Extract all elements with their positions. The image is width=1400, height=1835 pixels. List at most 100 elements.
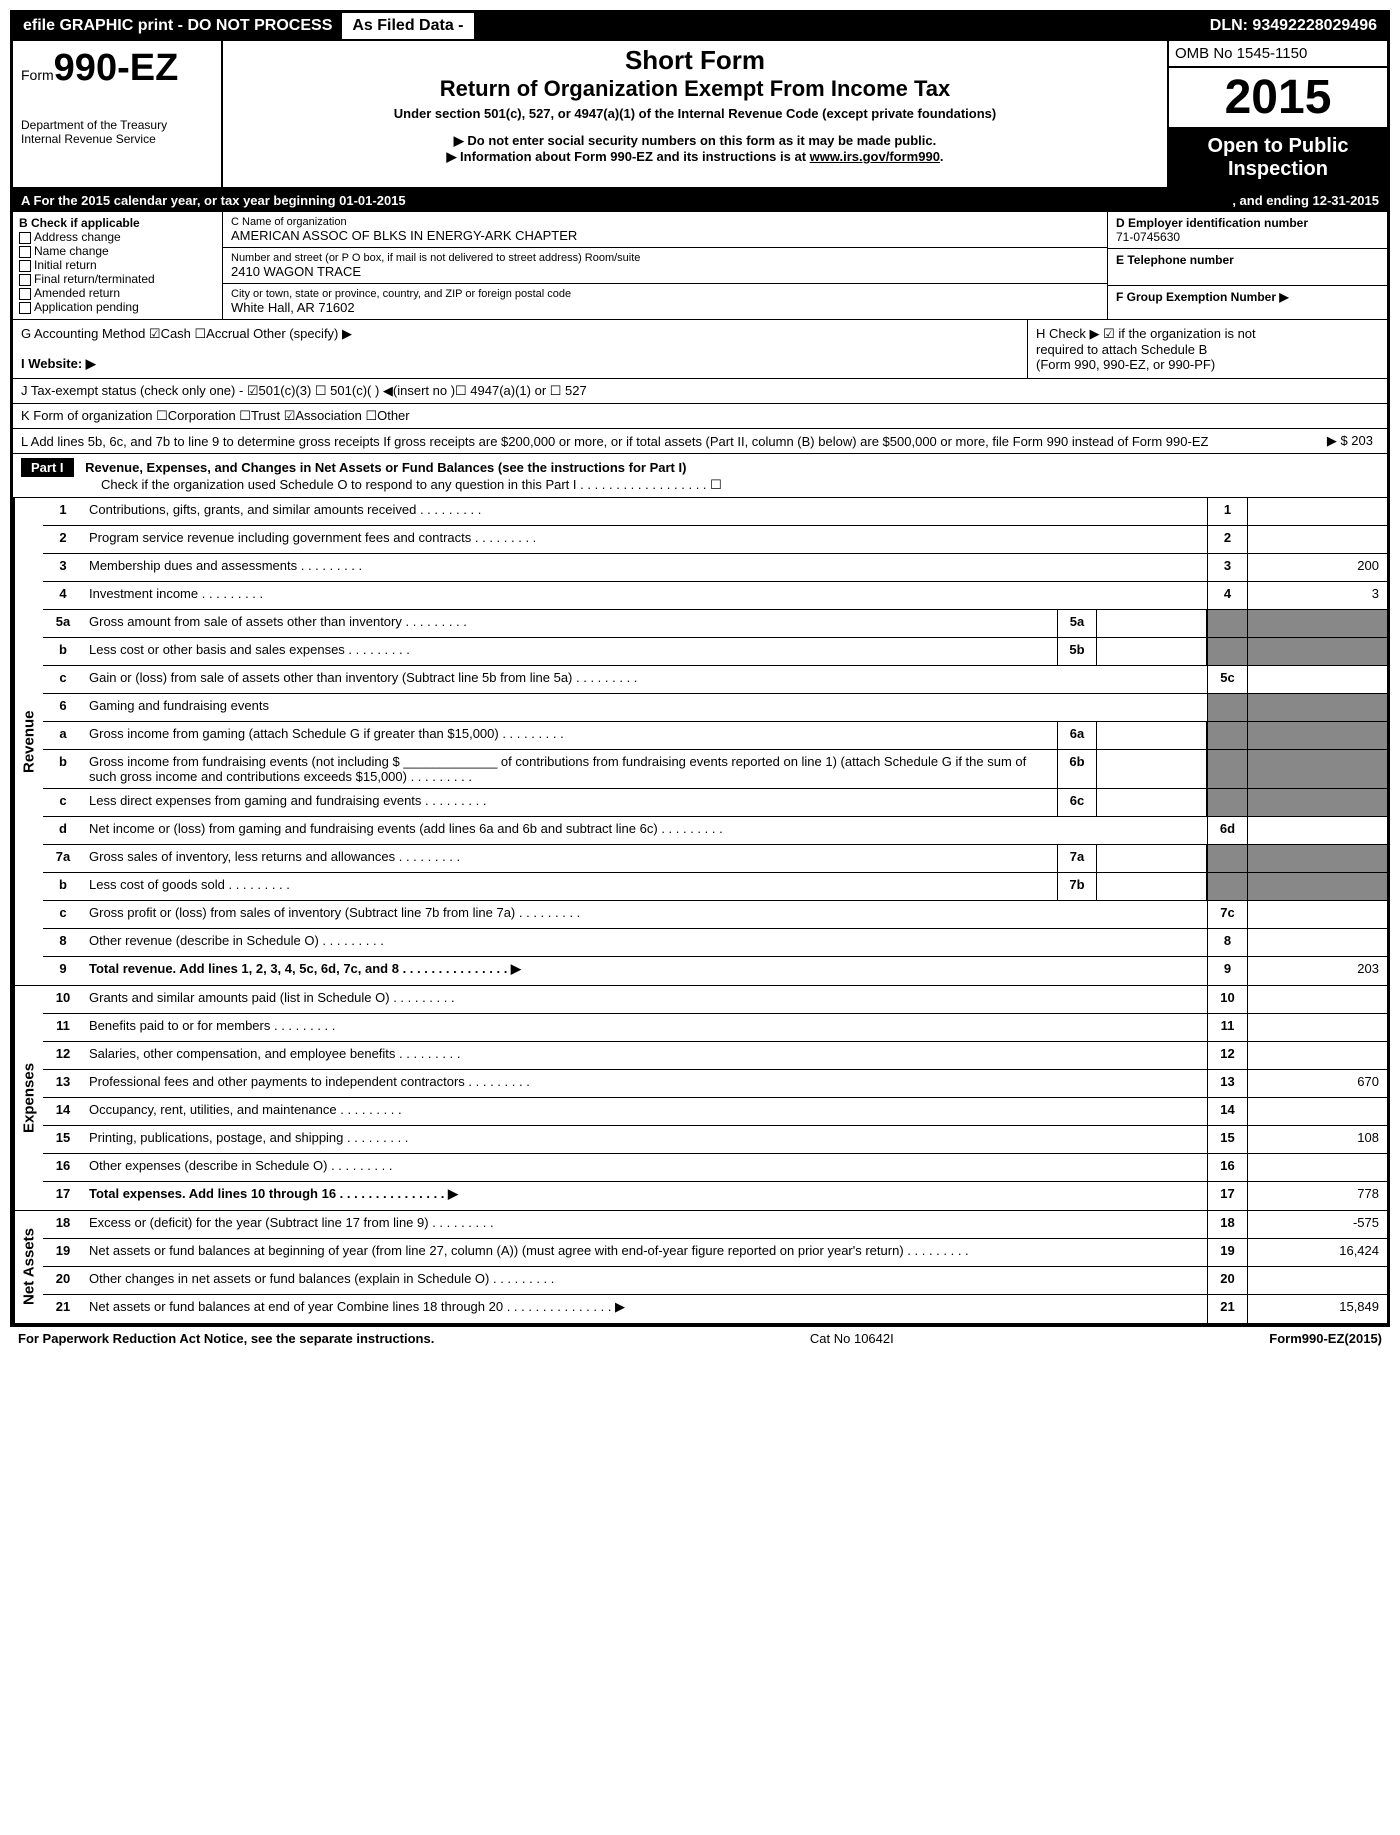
- value-21: 15,849: [1247, 1295, 1387, 1323]
- value-10: [1247, 986, 1387, 1013]
- side-label: Net Assets: [13, 1211, 43, 1323]
- line-7a: 7aGross sales of inventory, less returns…: [43, 845, 1387, 873]
- value-7c: [1247, 901, 1387, 928]
- form-number: Form990-EZ: [21, 47, 213, 90]
- value-1: [1247, 498, 1387, 525]
- line-d: dNet income or (loss) from gaming and fu…: [43, 817, 1387, 845]
- line-a: aGross income from gaming (attach Schedu…: [43, 722, 1387, 750]
- footer: For Paperwork Reduction Act Notice, see …: [10, 1327, 1390, 1350]
- check-name[interactable]: Name change: [19, 244, 216, 258]
- line-1: 1Contributions, gifts, grants, and simil…: [43, 498, 1387, 526]
- group-exemption: F Group Exemption Number ▶: [1116, 290, 1379, 304]
- header-title: Short Form Return of Organization Exempt…: [223, 41, 1167, 187]
- part-i-header: Part I Revenue, Expenses, and Changes in…: [13, 454, 1387, 498]
- line-15: 15Printing, publications, postage, and s…: [43, 1126, 1387, 1154]
- tel-label: E Telephone number: [1116, 253, 1379, 267]
- section-revenue: Revenue1Contributions, gifts, grants, an…: [13, 498, 1387, 986]
- asfiled-label: As Filed Data -: [342, 13, 473, 39]
- value-13: 670: [1247, 1070, 1387, 1097]
- header: Form990-EZ Department of the Treasury In…: [13, 41, 1387, 189]
- value-5a: [1247, 610, 1387, 637]
- value-3: 200: [1247, 554, 1387, 581]
- org-address: 2410 WAGON TRACE: [231, 264, 1099, 279]
- sections: Revenue1Contributions, gifts, grants, an…: [13, 498, 1387, 1324]
- value-5b: [1247, 638, 1387, 665]
- header-left: Form990-EZ Department of the Treasury In…: [13, 41, 223, 187]
- line-c: cGross profit or (loss) from sales of in…: [43, 901, 1387, 929]
- gi-col: G Accounting Method ☑Cash ☐Accrual Other…: [13, 320, 1027, 378]
- check-final[interactable]: Final return/terminated: [19, 272, 216, 286]
- org-city: White Hall, AR 71602: [231, 300, 1099, 315]
- side-label: Expenses: [13, 986, 43, 1210]
- col-b: B Check if applicable Address change Nam…: [13, 212, 223, 319]
- line-19: 19Net assets or fund balances at beginni…: [43, 1239, 1387, 1267]
- check-address[interactable]: Address change: [19, 230, 216, 244]
- value-2: [1247, 526, 1387, 553]
- line-b: bLess cost of goods sold . . . . . . . .…: [43, 873, 1387, 901]
- tel-value: [1116, 267, 1379, 281]
- ein-value: 71-0745630: [1116, 230, 1379, 244]
- open-inspection: Open to Public Inspection: [1169, 129, 1387, 187]
- dln-label: DLN: 93492228029496: [1200, 13, 1387, 39]
- section-net-assets: Net Assets18Excess or (deficit) for the …: [13, 1211, 1387, 1324]
- irs-link[interactable]: www.irs.gov/form990: [810, 149, 940, 164]
- header-right: OMB No 1545-1150 2015 Open to Public Ins…: [1167, 41, 1387, 187]
- line-10: 10Grants and similar amounts paid (list …: [43, 986, 1387, 1014]
- line-4: 4Investment income . . . . . . . . .43: [43, 582, 1387, 610]
- value-16: [1247, 1154, 1387, 1181]
- omb-number: OMB No 1545-1150: [1169, 41, 1387, 68]
- line-8: 8Other revenue (describe in Schedule O) …: [43, 929, 1387, 957]
- line-h: H Check ▶ ☑ if the organization is not r…: [1027, 320, 1387, 378]
- line-6: 6Gaming and fundraising events: [43, 694, 1387, 722]
- value-6: [1247, 694, 1387, 721]
- value-14: [1247, 1098, 1387, 1125]
- check-pending[interactable]: Application pending: [19, 300, 216, 314]
- line-12: 12Salaries, other compensation, and empl…: [43, 1042, 1387, 1070]
- value-17: 778: [1247, 1182, 1387, 1210]
- value-20: [1247, 1267, 1387, 1294]
- col-c: C Name of organization AMERICAN ASSOC OF…: [223, 212, 1107, 319]
- value-6d: [1247, 817, 1387, 844]
- line-i: I Website: ▶: [21, 356, 1019, 372]
- efile-label: efile GRAPHIC print - DO NOT PROCESS: [13, 13, 342, 39]
- line-5a: 5aGross amount from sale of assets other…: [43, 610, 1387, 638]
- col-de: D Employer identification number 71-0745…: [1107, 212, 1387, 319]
- line-11: 11Benefits paid to or for members . . . …: [43, 1014, 1387, 1042]
- value-11: [1247, 1014, 1387, 1041]
- line-20: 20Other changes in net assets or fund ba…: [43, 1267, 1387, 1295]
- bcd-row: B Check if applicable Address change Nam…: [13, 212, 1387, 320]
- dept-treasury: Department of the Treasury: [21, 118, 213, 132]
- line-21: 21Net assets or fund balances at end of …: [43, 1295, 1387, 1323]
- line-16: 16Other expenses (describe in Schedule O…: [43, 1154, 1387, 1182]
- line-9: 9Total revenue. Add lines 1, 2, 3, 4, 5c…: [43, 957, 1387, 985]
- line-14: 14Occupancy, rent, utilities, and mainte…: [43, 1098, 1387, 1126]
- org-name: AMERICAN ASSOC OF BLKS IN ENERGY-ARK CHA…: [231, 228, 1099, 243]
- value-5c: [1247, 666, 1387, 693]
- tax-year: 2015: [1169, 68, 1387, 129]
- value-18: -575: [1247, 1211, 1387, 1238]
- line-3: 3Membership dues and assessments . . . .…: [43, 554, 1387, 582]
- value-7a: [1247, 845, 1387, 872]
- line-2: 2Program service revenue including gover…: [43, 526, 1387, 554]
- value-19: 16,424: [1247, 1239, 1387, 1266]
- value-9: 203: [1247, 957, 1387, 985]
- value-4: 3: [1247, 582, 1387, 609]
- value-7b: [1247, 873, 1387, 900]
- check-amended[interactable]: Amended return: [19, 286, 216, 300]
- line-b: bLess cost or other basis and sales expe…: [43, 638, 1387, 666]
- info-link-line: ▶ Information about Form 990-EZ and its …: [231, 149, 1159, 165]
- value-6c: [1247, 789, 1387, 816]
- line-k: K Form of organization ☐Corporation ☐Tru…: [13, 404, 1387, 429]
- value-6b: [1247, 750, 1387, 788]
- top-bar: efile GRAPHIC print - DO NOT PROCESS As …: [13, 13, 1387, 41]
- row-a: A For the 2015 calendar year, or tax yea…: [13, 189, 1387, 212]
- line-l: L Add lines 5b, 6c, and 7b to line 9 to …: [13, 429, 1387, 454]
- line-17: 17Total expenses. Add lines 10 through 1…: [43, 1182, 1387, 1210]
- dept-irs: Internal Revenue Service: [21, 132, 213, 146]
- line-18: 18Excess or (deficit) for the year (Subt…: [43, 1211, 1387, 1239]
- line-13: 13Professional fees and other payments t…: [43, 1070, 1387, 1098]
- form-990ez: efile GRAPHIC print - DO NOT PROCESS As …: [10, 10, 1390, 1327]
- check-initial[interactable]: Initial return: [19, 258, 216, 272]
- value-12: [1247, 1042, 1387, 1069]
- line-g: G Accounting Method ☑Cash ☐Accrual Other…: [21, 326, 1019, 342]
